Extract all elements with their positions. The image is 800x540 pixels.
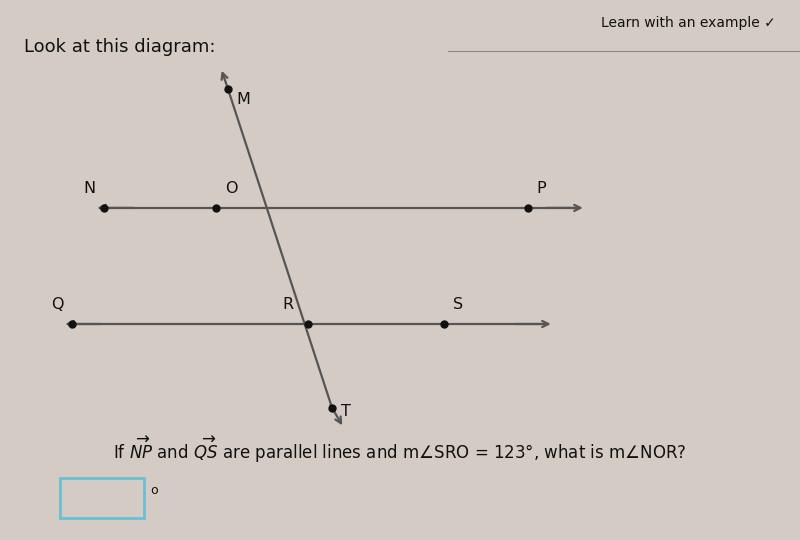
Text: N: N: [83, 181, 95, 196]
Text: Learn with an example ✓: Learn with an example ✓: [602, 16, 776, 30]
Text: If $\overrightarrow{NP}$ and $\overrightarrow{QS}$ are parallel lines and m$\ang: If $\overrightarrow{NP}$ and $\overright…: [114, 435, 686, 465]
Text: T: T: [341, 404, 350, 419]
Text: S: S: [453, 297, 463, 312]
Text: o: o: [150, 484, 158, 497]
Text: O: O: [225, 181, 238, 196]
FancyBboxPatch shape: [60, 478, 144, 518]
Text: Look at this diagram:: Look at this diagram:: [24, 38, 215, 56]
Text: Q: Q: [50, 297, 63, 312]
Text: P: P: [537, 181, 546, 196]
Text: R: R: [282, 297, 294, 312]
Text: M: M: [237, 92, 250, 107]
